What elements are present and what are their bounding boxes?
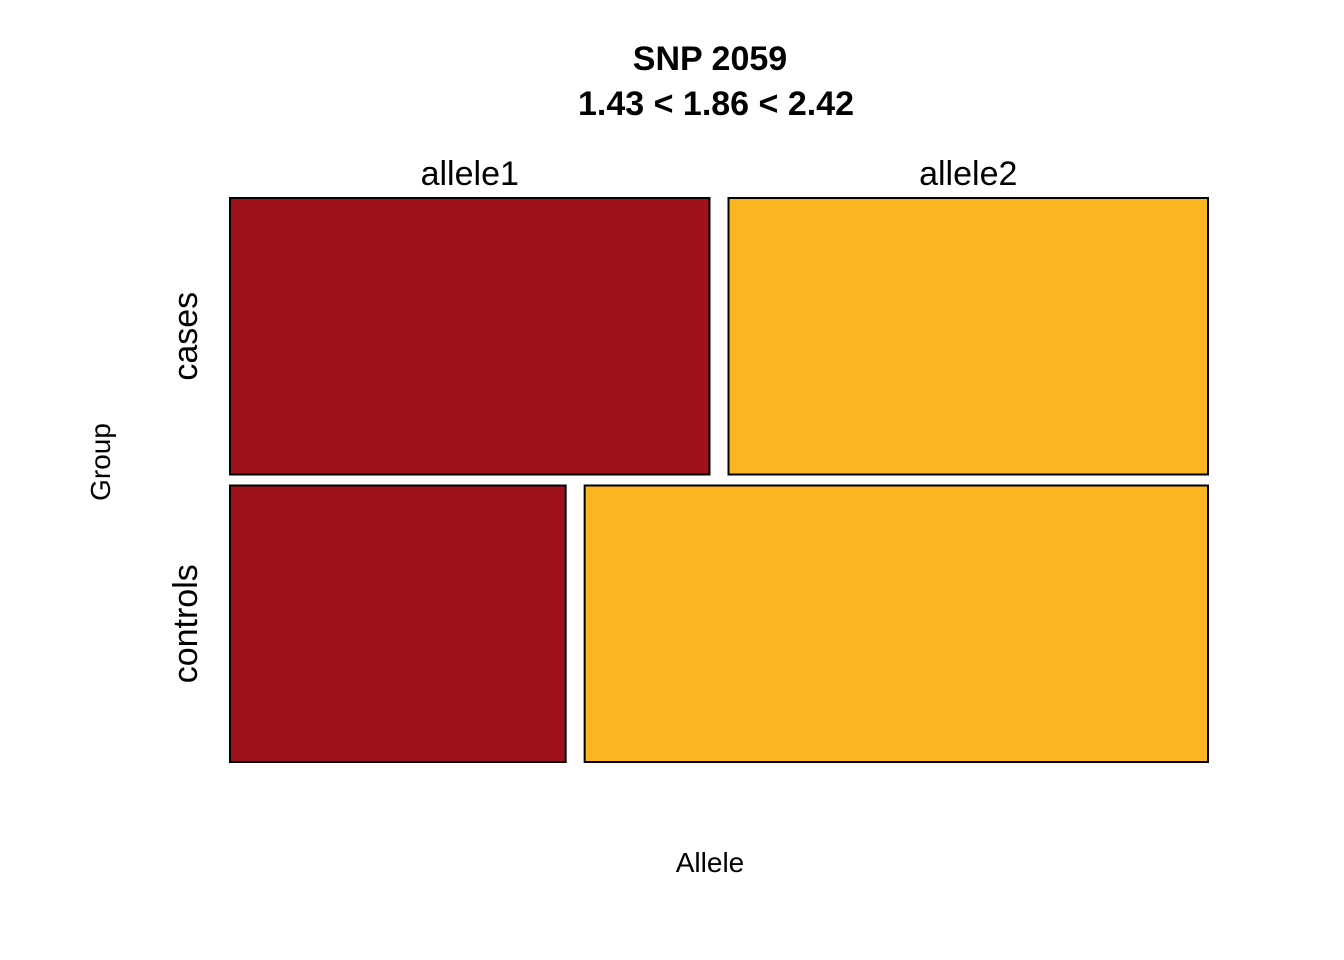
row-label-cases: cases	[167, 292, 205, 381]
column-label-allele1: allele1	[421, 155, 519, 193]
row-label-controls: controls	[167, 564, 205, 683]
column-label-allele2: allele2	[919, 155, 1017, 193]
row-labels: cases controls	[167, 292, 205, 683]
chart-subtitle: 1.43 < 1.86 < 2.42	[578, 85, 854, 123]
mosaic-tiles	[229, 197, 1209, 763]
tile-controls-allele2	[583, 484, 1209, 763]
tile-cases-allele1	[229, 197, 711, 476]
tile-controls-allele1	[229, 484, 567, 763]
y-axis-label: Group	[85, 423, 116, 501]
tile-cases-allele2	[727, 197, 1209, 476]
x-axis-label: Allele	[676, 847, 744, 878]
chart-title: SNP 2059	[633, 40, 787, 78]
column-labels: allele1 allele2	[421, 155, 1018, 193]
